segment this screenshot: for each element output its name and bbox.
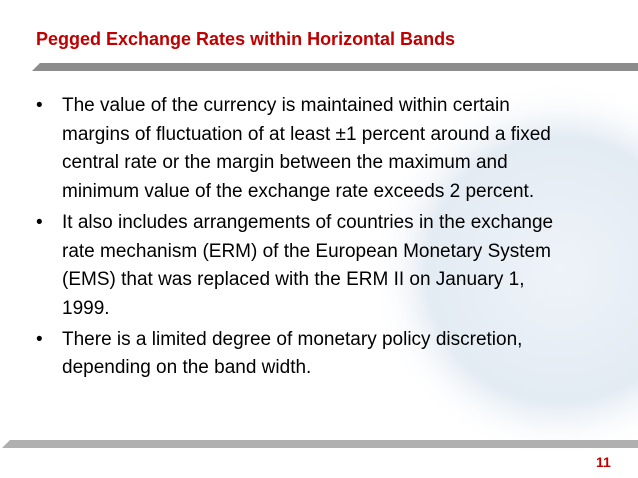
bullet: There is a limited degree of monetary po…: [36, 326, 572, 383]
footer-rule: [2, 440, 638, 448]
bullet: The value of the currency is maintained …: [36, 92, 572, 207]
bullet-list: The value of the currency is maintained …: [36, 92, 572, 385]
title-rule: [32, 63, 638, 71]
page-number: 11: [596, 454, 611, 470]
slide-title: Pegged Exchange Rates within Horizontal …: [36, 29, 456, 49]
bullet: It also includes arrangements of countri…: [36, 209, 572, 324]
